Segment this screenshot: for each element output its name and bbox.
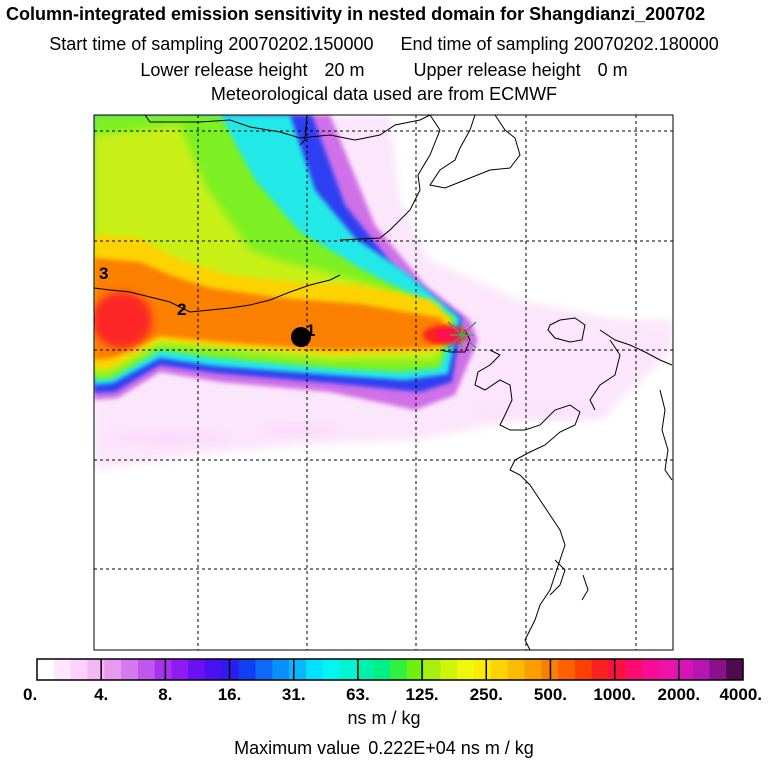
colorbar-tick-label: 500. — [534, 685, 567, 704]
trajectory-label-2: 2 — [177, 300, 186, 319]
colorbar-cell — [726, 659, 744, 680]
colorbar-cell — [289, 659, 307, 680]
sensitivity-field — [94, 115, 672, 470]
colorbar-cell — [137, 659, 156, 680]
end-time-value: 20070202.180000 — [573, 34, 719, 54]
start-time-label: Start time of sampling — [49, 34, 224, 54]
maximum-value-label: Maximum value — [234, 738, 361, 758]
colorbar-cell — [322, 659, 341, 680]
coastlines — [94, 115, 673, 650]
colorbar-tick-label: 16. — [218, 685, 242, 704]
colorbar-cell — [558, 659, 576, 680]
colorbar-unit: ns m / kg — [347, 708, 421, 728]
colorbar-ticks: 0. 4. 8. 16. 31. 63. 125. 250. 500. 1000. 2000. 400… — [23, 659, 762, 704]
colorbar-cell — [440, 659, 458, 680]
met-data-note: Meteorological data used are from ECMWF — [210, 84, 558, 104]
colorbar-cell — [37, 659, 55, 680]
colorbar-cell — [608, 659, 626, 680]
end-time-label: End time of sampling — [400, 34, 569, 54]
maximum-value: 0.222E+04 ns m / kg — [368, 738, 534, 758]
lower-height-value: 20 m — [324, 60, 365, 80]
trajectory-cluster-dot — [291, 327, 311, 347]
colorbar-tick-label: 4. — [94, 685, 108, 704]
colorbar-cell — [272, 659, 290, 680]
colorbar-cell — [423, 659, 442, 680]
colorbar-tick-label: 4000. — [719, 685, 762, 704]
colorbar-tick-label: 125. — [406, 685, 439, 704]
colorbar-tick-label: 31. — [282, 685, 306, 704]
colorbar-cell — [255, 659, 273, 680]
colorbar-cell — [658, 659, 677, 680]
colorbar-cell — [221, 659, 240, 680]
colorbar-cell — [339, 659, 357, 680]
colorbar-cell — [709, 659, 727, 680]
map-frame — [93, 114, 674, 651]
colorbar-cell — [474, 659, 492, 680]
upper-height-label: Upper release height — [413, 60, 581, 80]
receptor-marker — [447, 321, 477, 349]
colorbar-cell — [507, 659, 526, 680]
trajectory-label-3: 3 — [99, 264, 108, 283]
faint-blob-2 — [260, 424, 340, 436]
colorbar-cell — [238, 659, 257, 680]
colorbar-cell — [356, 659, 374, 680]
maximum-value-line: Maximum value 0.222E+04 ns m / kg — [0, 738, 768, 759]
colorbar-frame — [36, 658, 744, 681]
colorbar-cell — [188, 659, 206, 680]
plot-title: Column-integrated emission sensitivity i… — [6, 4, 706, 24]
red-core-west — [94, 292, 152, 348]
colorbar-tick-label: 63. — [346, 685, 370, 704]
colorbar-cell — [87, 659, 105, 680]
pink-core-east — [436, 329, 460, 341]
colorbar-tick-label: 0. — [23, 685, 37, 704]
sampling-times: Start time of sampling 20070202.150000 E… — [0, 34, 768, 55]
colorbar-cell — [390, 659, 408, 680]
colorbar-cell — [524, 659, 542, 680]
start-time-value: 20070202.150000 — [228, 34, 374, 54]
colorbar-cell — [53, 659, 72, 680]
upper-height-value: 0 m — [597, 60, 628, 80]
colorbar-cell — [171, 659, 189, 680]
colorbar-cell — [406, 659, 425, 680]
colorbar-cell — [121, 659, 139, 680]
colorbar-tick-label: 8. — [158, 685, 172, 704]
graticule — [94, 115, 673, 650]
colorbar-cell — [104, 659, 122, 680]
colorbar-cell — [625, 659, 643, 680]
lower-height-label: Lower release height — [140, 60, 308, 80]
orange-field — [94, 258, 455, 360]
colorbar-cell — [205, 659, 223, 680]
colorbar-cell — [70, 659, 89, 680]
colorbar-cell — [490, 659, 509, 680]
colorbar-cell — [642, 659, 660, 680]
faint-blob-4 — [570, 322, 670, 338]
colorbar-cell — [692, 659, 710, 680]
colorbar-cell — [305, 659, 324, 680]
faint-blob-1 — [110, 430, 230, 446]
release-heights: Lower release height 20 m Upper release … — [0, 60, 768, 81]
colorbar-cell — [591, 659, 610, 680]
colorbar-cell — [457, 659, 475, 680]
colorbar-cell — [675, 659, 694, 680]
colorbar-tick-label: 1000. — [593, 685, 636, 704]
colorbar-cell — [373, 659, 391, 680]
colorbar-tick-label: 250. — [470, 685, 503, 704]
colorbar-tick-label: 2000. — [658, 685, 701, 704]
colorbar-cell — [574, 659, 593, 680]
colorbar-cells — [37, 659, 744, 680]
colorbar-cell — [154, 659, 173, 680]
trajectory-label-1: 1 — [306, 321, 315, 340]
